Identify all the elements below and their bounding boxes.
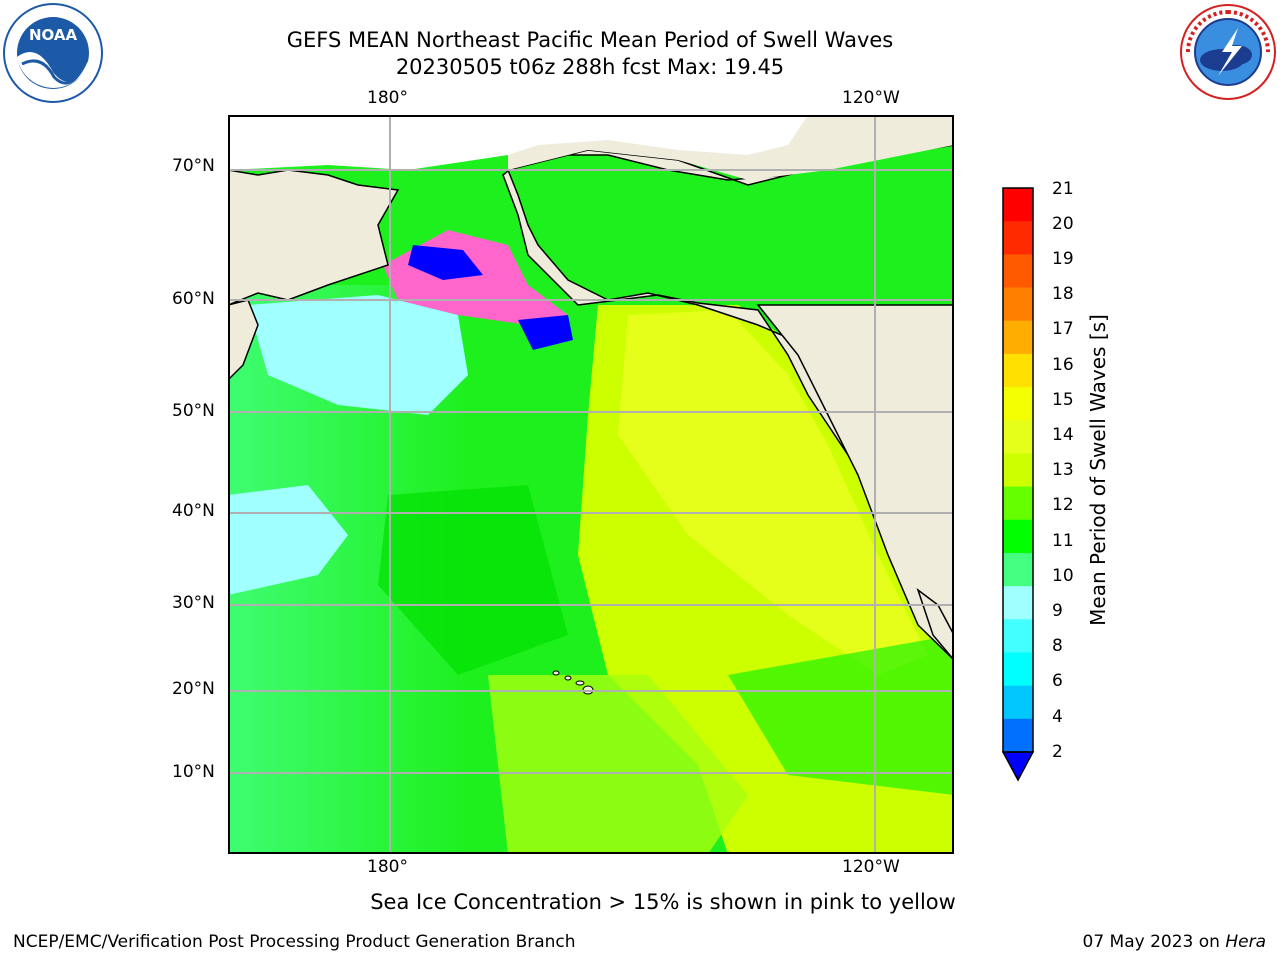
- colorbar-bin-9: [1003, 586, 1033, 620]
- noaa-logo-text: NOAA: [29, 26, 78, 44]
- footer-date-text: 07 May 2023 on: [1082, 932, 1220, 952]
- colorbar-bin-19: [1003, 254, 1033, 289]
- lon-tick-120w-top: 120°W: [842, 88, 900, 108]
- hawaii-island-maui: [575, 680, 585, 686]
- colorbar-bin-16: [1003, 353, 1033, 388]
- colorbar-bin-13: [1003, 453, 1033, 488]
- very-long-period-region: [618, 310, 928, 675]
- colorbar-tick-12: 12: [1052, 495, 1074, 515]
- colorbar-tick-9: 9: [1052, 601, 1063, 621]
- lat-tick-60n: 60°N: [172, 289, 215, 309]
- lat-tick-20n: 20°N: [172, 679, 215, 699]
- colorbar-bin-21: [1003, 188, 1033, 222]
- colorbar-bin-20: [1003, 221, 1033, 255]
- colorbar-tick-10: 10: [1052, 566, 1074, 586]
- chart-subtitle: 20230505 t06z 288h fcst Max: 19.45: [395, 55, 785, 79]
- colorbar-bin-4: [1003, 685, 1033, 720]
- lat-tick-50n: 50°N: [172, 401, 215, 421]
- colorbar-bin-17: [1003, 320, 1033, 355]
- gulf-alaska-ice-patch: [518, 315, 573, 350]
- colorbar-tick-16: 16: [1052, 355, 1074, 375]
- footer-date: 07 May 2023 on Hera: [1083, 932, 1267, 952]
- colorbar-tick-20: 20: [1052, 214, 1074, 234]
- colorbar-tick-19: 19: [1052, 249, 1074, 269]
- lat-tick-70n: 70°N: [172, 156, 215, 176]
- colorbar-tick-17: 17: [1052, 319, 1074, 339]
- colorbar-bin-11: [1003, 519, 1033, 554]
- colorbar-title: Mean Period of Swell Waves [s]: [1086, 314, 1110, 626]
- bering-sea-ice-core: [408, 245, 483, 280]
- colorbar-extend-triangle: [1001, 751, 1035, 782]
- colorbar-tick-4: 4: [1052, 707, 1063, 727]
- colorbar-tick-13: 13: [1052, 460, 1074, 480]
- footer-credit: NCEP/EMC/Verification Post Processing Pr…: [13, 932, 576, 952]
- colorbar-tick-2: 2: [1052, 742, 1063, 762]
- ocean-green-patch: [378, 485, 568, 675]
- sea-ice-caption: Sea Ice Concentration > 15% is shown in …: [370, 890, 956, 914]
- hawaii-island-oahu: [564, 675, 572, 681]
- arctic-ocean: [228, 115, 954, 170]
- lon-tick-180-bottom: 180°: [367, 857, 408, 877]
- colorbar-tick-8: 8: [1052, 636, 1063, 656]
- colorbar-tick-14: 14: [1052, 425, 1074, 445]
- baja-peninsula-land: [916, 587, 954, 662]
- colorbar-bin-14: [1003, 420, 1033, 454]
- colorbar-frame: [1002, 187, 1034, 753]
- noaa-logo: NOAA: [3, 3, 103, 103]
- north-america-land: [756, 304, 954, 662]
- map-frame: [228, 115, 954, 854]
- colorbar-bin-12: [1003, 486, 1033, 521]
- colorbar-bin-18: [1003, 287, 1033, 322]
- colorbar-bin-10: [1003, 552, 1033, 587]
- colorbar-tick-15: 15: [1052, 390, 1074, 410]
- southeast-green-patch: [728, 635, 954, 795]
- map-gridlines: [228, 115, 954, 854]
- colorbar-tick-21: 21: [1052, 179, 1074, 199]
- nws-logo: [1180, 4, 1276, 100]
- lat-tick-40n: 40°N: [172, 501, 215, 521]
- colorbar-bin-15: [1003, 387, 1033, 421]
- colorbar-bin-2: [1003, 718, 1033, 753]
- mid-pacific-yellow-green: [488, 675, 748, 854]
- swell-period-map: [228, 115, 954, 854]
- northwest-short-swell-patch: [248, 295, 468, 415]
- colorbar-bin-8: [1003, 619, 1033, 653]
- colorbar-tick-11: 11: [1052, 531, 1074, 551]
- colorbar-tick-6: 6: [1052, 671, 1063, 691]
- chart-title: GEFS MEAN Northeast Pacific Mean Period …: [286, 28, 894, 52]
- hawaii-island-kauai: [552, 670, 560, 676]
- colorbar: [1001, 187, 1035, 782]
- footer-host: Hera: [1225, 932, 1266, 952]
- colorbar-tick-18: 18: [1052, 284, 1074, 304]
- colorbar-bin-6: [1003, 652, 1033, 687]
- lat-tick-30n: 30°N: [172, 593, 215, 613]
- lon-tick-120w-bottom: 120°W: [842, 857, 900, 877]
- lon-tick-180-top: 180°: [367, 88, 408, 108]
- lat-tick-10n: 10°N: [172, 762, 215, 782]
